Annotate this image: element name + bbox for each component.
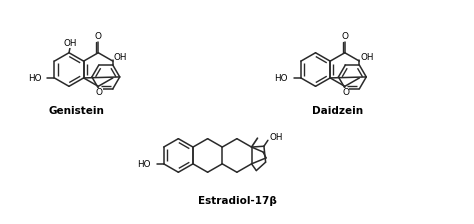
Text: Daidzein: Daidzein: [312, 106, 363, 116]
Text: Estradiol-17β: Estradiol-17β: [198, 196, 276, 206]
Text: OH: OH: [114, 53, 127, 62]
Text: O: O: [342, 88, 349, 97]
Text: HO: HO: [137, 160, 151, 169]
Text: OH: OH: [63, 39, 77, 48]
Text: O: O: [95, 32, 102, 41]
Text: HO: HO: [28, 74, 41, 83]
Text: HO: HO: [274, 74, 288, 83]
Text: Genistein: Genistein: [48, 106, 104, 116]
Text: OH: OH: [360, 53, 374, 62]
Text: O: O: [96, 88, 103, 97]
Text: O: O: [341, 32, 348, 41]
Text: OH: OH: [270, 133, 283, 142]
